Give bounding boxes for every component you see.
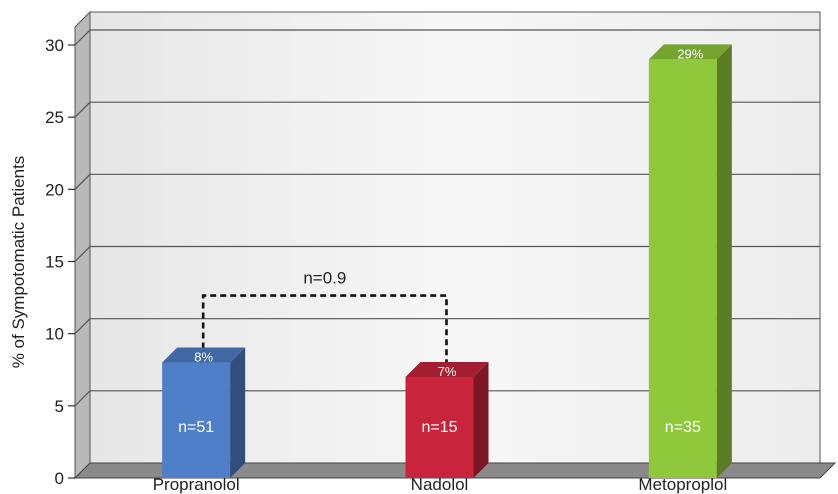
gridline-depth [74,246,91,262]
y-tick-label: 0 [55,469,64,488]
bar-inner-label: n=35 [665,419,701,436]
bar-top [648,44,732,60]
x-tick-label: Nadolol [411,475,469,494]
y-tick-label: 30 [45,36,64,55]
y-tick-label: 20 [45,180,64,199]
bar-front [648,59,717,478]
bar-inner-label: n=15 [421,419,457,436]
bar-front [405,376,474,478]
bar-side [473,361,489,478]
bar-side [230,347,246,478]
y-tick-label: 25 [45,108,64,127]
y-axis-title: % of Sympotomatic Patients [9,156,28,369]
comparison-label: n=0.9 [303,269,346,288]
bar-top [405,361,489,377]
gridline-depth [74,318,91,335]
x-tick-label: Metoproplol [638,475,727,494]
gridline-depth [74,173,91,190]
side-wall [74,10,91,480]
bar-propranolol [162,347,246,478]
y-tick-label: 15 [45,253,64,272]
x-tick-label: Propranolol [153,475,240,494]
gridline-depth [74,390,91,407]
bar-nadolol [405,361,489,478]
bar-top [162,347,246,363]
comparison-bracket [201,294,448,363]
gridline-depth [74,29,91,46]
gridline-depth [74,101,91,118]
bar-top-label: 8% [194,350,213,365]
bar-front [162,362,231,478]
y-tick-label: 10 [45,325,64,344]
bar-top-label: 7% [438,364,457,379]
bar-metoproplol [648,44,732,478]
bar-top-label: 29% [677,46,703,61]
bar-side [716,44,732,478]
bar-inner-label: n=51 [178,419,214,436]
y-tick-label: 5 [55,397,64,416]
